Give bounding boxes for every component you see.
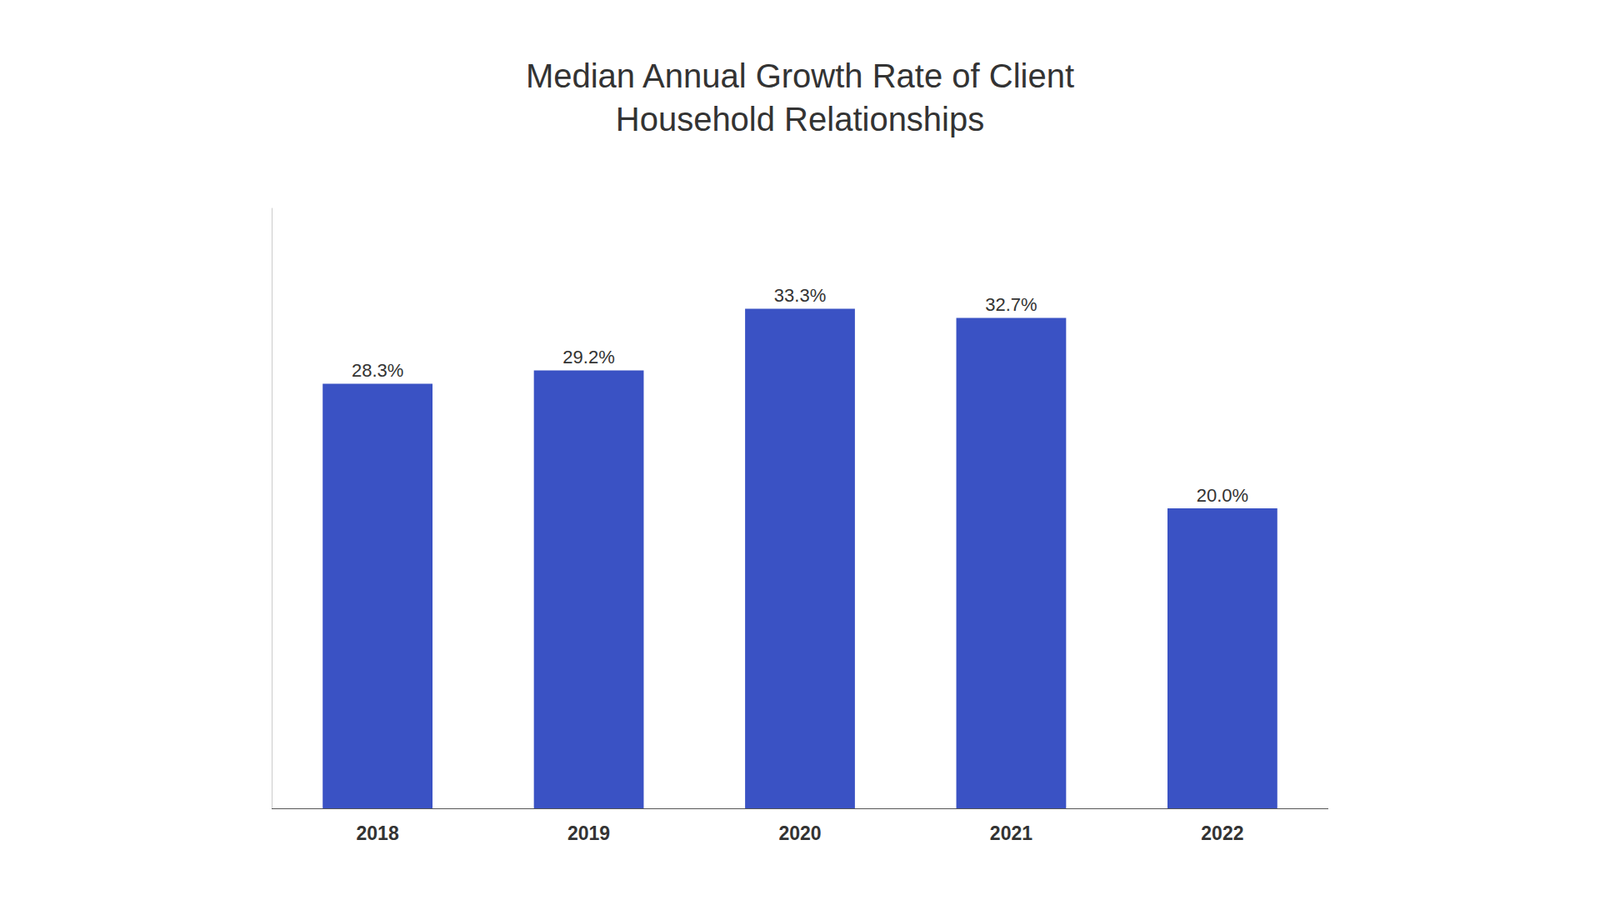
- svg-text:28.3%: 28.3%: [351, 360, 404, 381]
- svg-text:2020: 2020: [778, 822, 821, 845]
- svg-text:Household Relationships: Household Relationships: [615, 100, 985, 138]
- svg-text:2021: 2021: [990, 822, 1033, 845]
- svg-text:32.7%: 32.7%: [985, 294, 1037, 315]
- svg-text:2022: 2022: [1200, 822, 1244, 845]
- svg-text:2018: 2018: [356, 822, 400, 845]
- svg-text:Median Annual Growth Rate of C: Median Annual Growth Rate of Client: [525, 57, 1075, 95]
- svg-text:33.3%: 33.3%: [774, 285, 826, 306]
- svg-text:20.0%: 20.0%: [1196, 485, 1249, 506]
- svg-text:2019: 2019: [567, 822, 610, 845]
- svg-text:29.2%: 29.2%: [562, 346, 615, 368]
